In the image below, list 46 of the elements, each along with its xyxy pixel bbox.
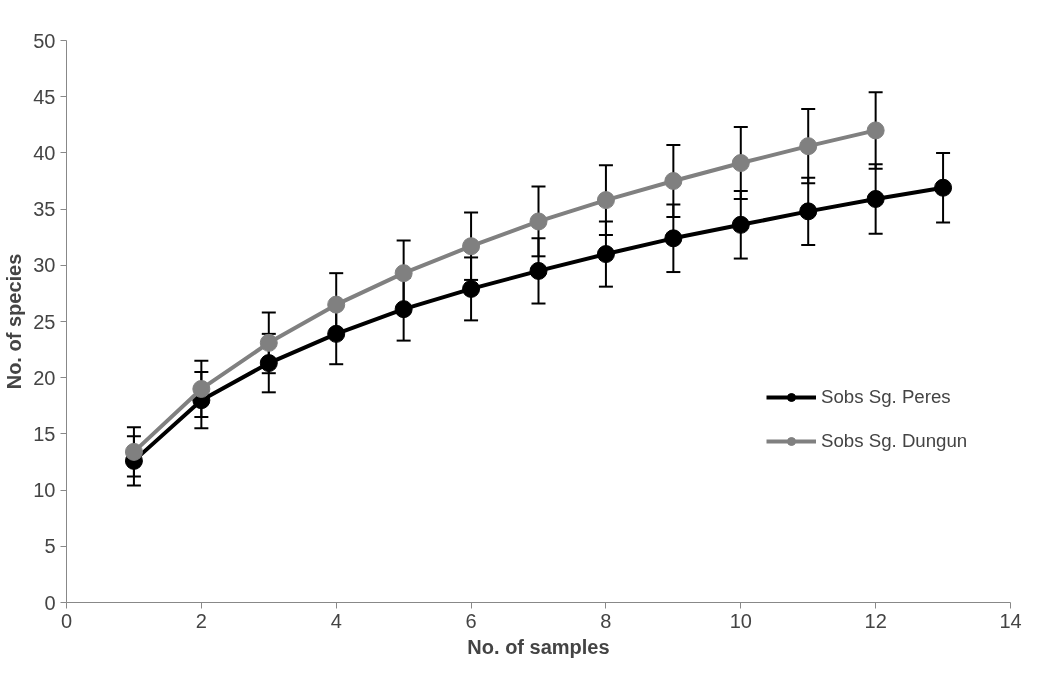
y-tick-label: 30	[33, 254, 56, 277]
point	[192, 379, 211, 398]
x-tick-label: 8	[600, 609, 612, 632]
x-tick-label: 14	[999, 609, 1022, 632]
point	[866, 121, 885, 140]
legend-label: Sobs Sg. Peres	[821, 386, 951, 408]
point	[664, 229, 683, 248]
point	[934, 178, 953, 197]
x-tick-label: 6	[465, 609, 477, 632]
point	[327, 295, 346, 314]
y-tick-label: 15	[33, 422, 56, 445]
x-tick-label: 10	[729, 609, 752, 632]
point	[529, 212, 548, 231]
point	[596, 191, 615, 210]
point	[731, 215, 750, 234]
y-tick-label: 0	[44, 591, 56, 614]
point	[596, 245, 615, 264]
point	[799, 202, 818, 221]
point	[462, 237, 481, 256]
point	[462, 279, 481, 298]
point	[799, 137, 818, 156]
point	[664, 172, 683, 190]
point	[259, 354, 278, 373]
x-tick-label: 4	[330, 609, 342, 632]
y-tick-label: 50	[33, 29, 56, 52]
point	[731, 154, 750, 172]
x-axis-title: No. of samples	[467, 635, 610, 658]
x-tick-label: 2	[195, 609, 207, 632]
legend-label: Sobs Sg. Dungun	[821, 430, 968, 452]
x-tick-label: 0	[60, 609, 73, 632]
point	[394, 300, 413, 319]
point	[394, 264, 413, 283]
point	[124, 442, 143, 461]
y-tick-label: 20	[33, 366, 56, 389]
y-axis-title: No. of species	[3, 253, 26, 390]
point	[327, 324, 346, 343]
y-tick-label: 5	[44, 535, 56, 558]
y-tick-label: 40	[33, 141, 56, 164]
y-tick-label: 45	[33, 85, 56, 108]
point	[866, 190, 885, 208]
x-tick-label: 12	[864, 609, 887, 632]
y-tick-label: 10	[33, 479, 56, 502]
point	[259, 333, 278, 352]
y-tick-label: 25	[33, 310, 56, 333]
point	[529, 261, 548, 280]
y-tick-label: 35	[33, 198, 56, 221]
